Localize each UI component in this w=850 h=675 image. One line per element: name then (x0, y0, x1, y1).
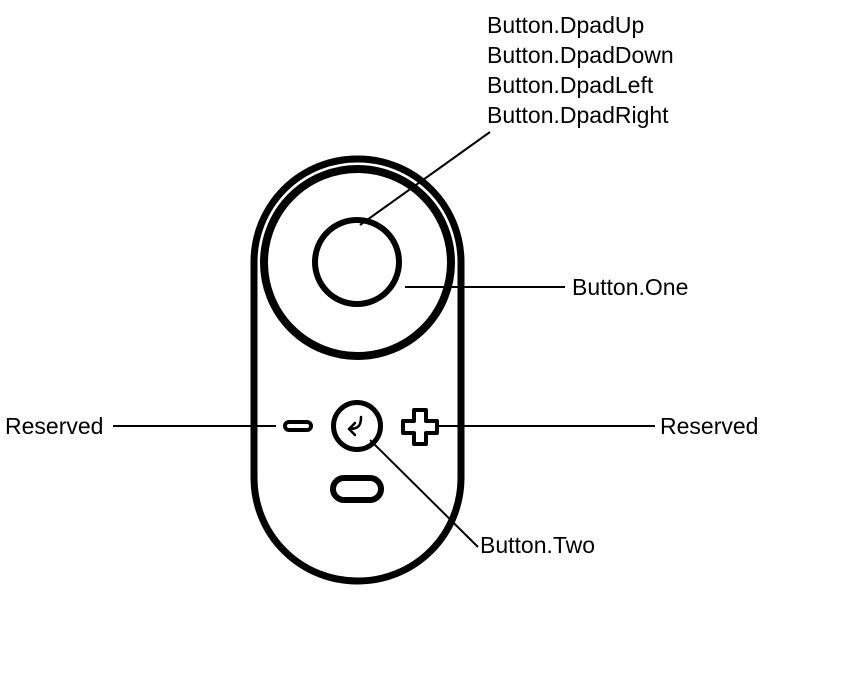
dpad-right-label: Button.DpadRight (487, 102, 669, 129)
dpad-up-label: Button.DpadUp (487, 12, 644, 39)
back-arrow-icon (345, 414, 369, 438)
controller-device (250, 155, 465, 585)
dpad-left-label: Button.DpadLeft (487, 72, 653, 99)
diagram-container: Button.DpadUp Button.DpadDown Button.Dpa… (0, 0, 850, 675)
minus-button[interactable] (280, 413, 316, 439)
plus-icon (400, 407, 440, 447)
reserved-right-label: Reserved (660, 413, 758, 440)
dpad-down-label: Button.DpadDown (487, 42, 674, 69)
minus-icon (283, 420, 313, 432)
reserved-left-label: Reserved (5, 413, 103, 440)
back-button[interactable] (331, 400, 383, 452)
button-two-label: Button.Two (480, 532, 595, 559)
button-one-label: Button.One (572, 274, 688, 301)
plus-button[interactable] (400, 407, 440, 447)
button-one[interactable] (312, 217, 402, 307)
oculus-button[interactable] (330, 475, 384, 503)
